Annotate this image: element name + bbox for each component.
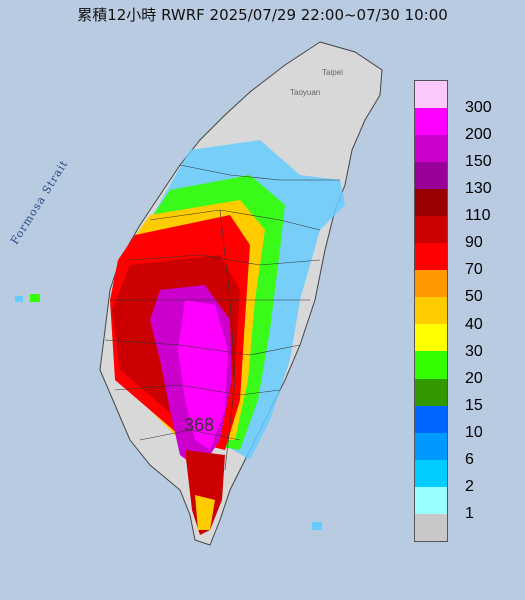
legend-swatch <box>415 378 447 406</box>
legend-swatch <box>415 216 447 244</box>
city-label-taoyuan: Taoyuan <box>290 88 321 97</box>
max-rainfall-value: 368 <box>184 415 215 435</box>
legend-swatch <box>415 432 447 460</box>
legend-label: 70 <box>465 261 483 279</box>
legend-label: 20 <box>465 369 483 387</box>
legend-swatch <box>415 405 447 433</box>
legend-swatch <box>415 297 447 325</box>
legend-swatch <box>415 108 447 136</box>
legend-label: 150 <box>465 153 492 171</box>
legend-label: 30 <box>465 342 483 360</box>
legend-label: 40 <box>465 315 483 333</box>
legend-swatch <box>415 486 447 514</box>
legend-swatch <box>415 189 447 217</box>
legend-swatch <box>415 81 447 109</box>
legend-label: 300 <box>465 99 492 117</box>
legend-swatch <box>415 324 447 352</box>
color-legend <box>414 80 448 542</box>
legend-swatch <box>415 243 447 271</box>
legend-swatch <box>415 459 447 487</box>
legend-label: 15 <box>465 396 483 414</box>
legend-swatch <box>415 135 447 163</box>
legend-label: 10 <box>465 423 483 441</box>
legend-label: 6 <box>465 450 474 468</box>
legend-label: 1 <box>465 504 474 522</box>
city-label-taipei: Taipei <box>322 68 343 77</box>
legend-swatch <box>415 162 447 190</box>
legend-label: 110 <box>465 207 491 225</box>
legend-label: 130 <box>465 180 492 198</box>
legend-label: 50 <box>465 288 483 306</box>
legend-label: 200 <box>465 126 492 144</box>
legend-swatch <box>415 270 447 298</box>
legend-swatch <box>415 351 447 379</box>
legend-swatch <box>415 513 447 541</box>
map-title: 累積12小時 RWRF 2025/07/29 22:00~07/30 10:00 <box>77 6 448 24</box>
legend-label: 2 <box>465 477 474 495</box>
legend-label: 90 <box>465 234 483 252</box>
